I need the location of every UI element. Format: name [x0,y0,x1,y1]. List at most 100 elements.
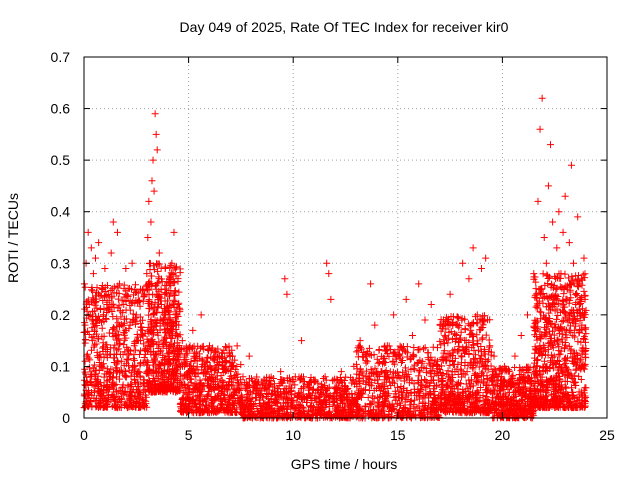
data-point [225,348,233,356]
data-point [460,402,468,410]
data-point [578,401,586,409]
data-point [486,316,494,324]
data-point [153,146,161,154]
data-point [162,282,170,290]
data-point [156,362,164,370]
data-point [448,389,456,397]
data-point [207,365,215,373]
data-point [245,375,253,383]
data-point [252,379,260,387]
data-point [164,315,172,323]
data-point [565,311,573,319]
data-point [81,357,89,365]
data-point [382,359,390,367]
data-point [303,398,311,406]
data-point [174,376,182,384]
data-point [452,331,460,339]
data-point [373,355,381,363]
data-point [103,365,111,373]
data-point [192,353,200,361]
data-point [136,302,144,310]
data-point [85,331,93,338]
data-point [432,404,440,412]
data-point [209,396,217,404]
data-point [336,387,344,395]
data-point [219,362,227,370]
data-point [299,377,307,385]
data-point [256,390,264,398]
data-point [94,335,102,343]
data-point [118,357,126,365]
chart-title: Day 049 of 2025, Rate Of TEC Index for r… [180,19,509,35]
grid-lines [84,57,607,418]
data-point [135,398,143,406]
data-point [539,368,547,376]
data-point [354,394,362,402]
data-point [344,393,352,401]
data-point [540,357,548,365]
data-point [329,401,337,409]
data-point [459,394,467,402]
data-point [285,388,293,396]
data-point [392,369,400,377]
data-point [566,322,574,330]
data-point [547,141,555,149]
data-point [160,373,168,381]
data-point [415,280,423,288]
data-point [270,409,278,417]
data-point [447,313,455,321]
data-point [90,343,98,351]
data-point [444,350,452,358]
data-point [558,335,566,343]
data-point [165,308,173,316]
data-point [582,384,590,392]
data-point [491,404,499,412]
data-point [562,326,570,334]
data-point [107,249,115,257]
data-point [186,395,194,403]
axis-ticks [83,56,608,419]
data-point [545,327,553,335]
data-point [380,387,388,395]
data-point [163,344,171,352]
data-point [234,379,242,387]
data-point [152,130,160,138]
data-point [490,413,498,421]
data-point [129,363,137,371]
data-point [437,327,445,335]
data-point [192,400,200,408]
data-point [402,295,410,303]
data-point [181,380,189,388]
data-point [296,376,304,384]
data-point [167,374,175,382]
data-point [245,390,253,398]
data-point [161,355,169,363]
data-point [182,407,190,415]
data-point [95,290,103,298]
data-point [148,177,156,185]
data-point [169,278,177,286]
data-point [422,365,430,373]
data-point [473,393,481,401]
data-point [575,277,583,285]
data-point [199,382,207,390]
data-point [110,283,118,291]
data-point [234,394,242,402]
data-point [204,353,212,361]
data-point [120,336,128,344]
y-tick-label: 0.6 [51,101,71,117]
data-point [146,343,154,351]
data-point [531,331,539,339]
x-tick-label: 0 [80,427,88,443]
data-point [225,394,233,402]
data-point [401,347,409,355]
data-point [193,352,201,360]
data-point [466,407,474,415]
data-point [421,403,429,411]
data-point [270,383,278,391]
data-point [561,313,569,321]
data-point [280,399,288,407]
data-point [81,339,89,347]
data-point [536,333,544,341]
data-point [92,366,100,374]
